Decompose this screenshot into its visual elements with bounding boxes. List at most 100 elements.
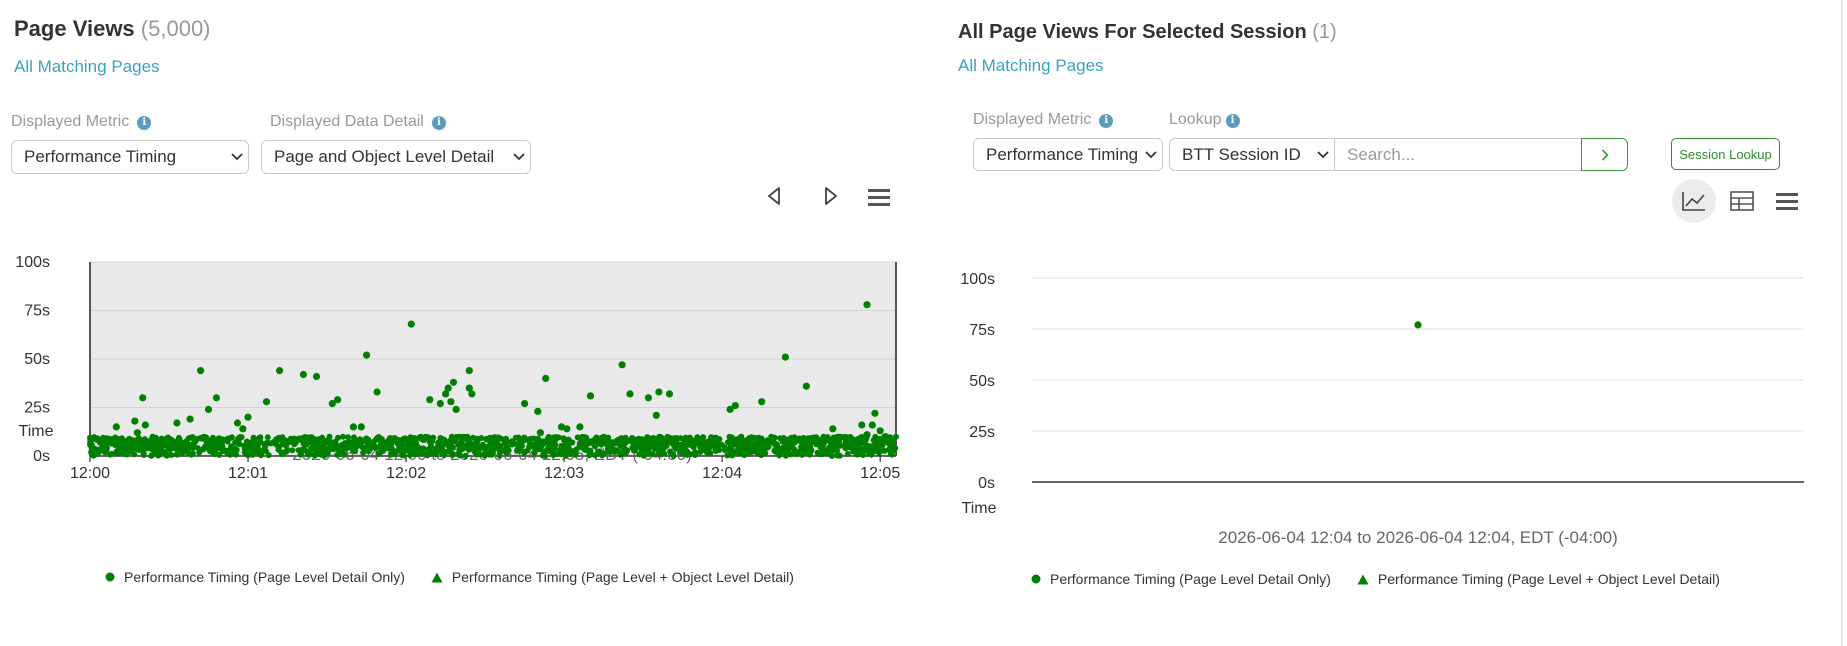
info-icon[interactable]: i — [137, 116, 152, 130]
hamburger-menu-icon[interactable] — [1774, 189, 1800, 213]
left-data-point — [876, 427, 884, 435]
left-dense-point — [213, 445, 220, 452]
left-dense-point — [893, 433, 899, 440]
left-dense-point — [771, 447, 778, 454]
left-dense-point — [595, 450, 602, 457]
left-dense-point — [531, 449, 538, 456]
left-dense-point — [391, 451, 398, 457]
right-legend-page-only[interactable]: Performance Timing (Page Level Detail On… — [1050, 571, 1331, 587]
left-dense-point — [712, 447, 719, 453]
left-dense-point — [282, 437, 289, 444]
triangle-left-icon[interactable] — [763, 183, 785, 209]
left-dense-point — [219, 443, 226, 450]
left-dense-point — [586, 452, 593, 459]
left-dense-point — [540, 448, 547, 455]
left-dense-point — [410, 435, 417, 442]
left-dense-point — [352, 448, 359, 455]
left-data-point — [652, 411, 660, 419]
hamburger-menu-icon[interactable] — [866, 185, 892, 209]
left-dense-point — [841, 433, 848, 440]
left-dense-point — [468, 440, 475, 447]
left-dense-point — [312, 440, 319, 447]
right-displayed-metric-label-text: Displayed Metric — [973, 111, 1092, 128]
left-y-tick-label: 25s — [24, 400, 50, 417]
left-y-tick-labels: 0s 25s 50s 75s 100s — [15, 254, 50, 465]
search-go-button[interactable] — [1581, 138, 1628, 171]
left-dense-point — [312, 436, 319, 443]
left-dense-point — [754, 435, 761, 442]
left-all-matching-pages-link[interactable]: All Matching Pages — [14, 57, 160, 76]
right-lookup-type-select[interactable]: BTT Session ID — [1169, 138, 1335, 171]
left-data-point — [449, 378, 458, 386]
left-dense-point — [90, 436, 96, 443]
left-dense-point — [813, 441, 820, 448]
left-dense-point — [749, 442, 756, 448]
left-dense-point — [125, 436, 132, 443]
left-dense-point — [850, 438, 857, 445]
left-dense-point — [858, 439, 865, 446]
left-dense-point — [726, 439, 733, 446]
left-dense-point — [209, 442, 216, 449]
left-legend-page-only[interactable]: Performance Timing (Page Level Detail On… — [124, 569, 405, 585]
left-dense-point — [88, 445, 95, 452]
left-dense-point — [496, 452, 503, 459]
left-dense-point — [637, 445, 644, 452]
left-data-point — [468, 390, 476, 398]
left-y-tick-label: 0s — [33, 448, 50, 465]
info-icon[interactable]: i — [1099, 114, 1114, 128]
scrollbar-track[interactable] — [1841, 0, 1843, 646]
left-dense-point — [811, 436, 818, 443]
left-displayed-metric-select[interactable]: Performance Timing — [11, 140, 249, 174]
left-data-point — [442, 390, 450, 398]
left-dense-point — [361, 448, 368, 454]
left-dense-point — [673, 445, 680, 452]
session-lookup-button[interactable]: Session Lookup — [1671, 138, 1780, 170]
left-dense-point — [235, 435, 242, 442]
left-dense-point — [498, 435, 505, 442]
left-dense-point — [654, 438, 660, 445]
left-data-point — [131, 417, 139, 425]
line-chart-icon[interactable] — [1672, 179, 1716, 223]
left-dense-point — [765, 443, 772, 450]
right-search-input[interactable]: Search... — [1335, 138, 1582, 171]
left-data-point — [536, 429, 545, 437]
info-icon[interactable]: i — [1225, 114, 1240, 128]
left-dense-point — [277, 436, 283, 443]
left-dense-point — [321, 448, 328, 455]
left-dense-point — [681, 436, 688, 443]
left-dense-point — [599, 434, 606, 441]
left-dense-point — [826, 444, 833, 451]
left-displayed-data-detail-select[interactable]: Page and Object Level Detail — [261, 140, 531, 174]
left-dense-point — [711, 440, 718, 447]
left-dense-point — [801, 439, 808, 446]
right-title-text: All Page Views For Selected Session — [958, 21, 1307, 43]
left-data-point — [665, 390, 674, 398]
left-dense-band — [87, 433, 899, 459]
left-dense-point — [867, 443, 874, 450]
left-dense-point — [449, 452, 456, 458]
info-icon[interactable]: i — [431, 116, 446, 130]
left-dense-point — [424, 452, 431, 459]
triangle-right-icon[interactable] — [820, 183, 842, 209]
left-dense-point — [162, 442, 169, 449]
left-dense-point — [462, 452, 469, 459]
left-dense-point — [474, 437, 481, 444]
right-lookup-label: Lookup i — [1169, 111, 1240, 129]
left-dense-point — [830, 434, 837, 441]
left-dense-point — [269, 439, 276, 446]
left-data-point — [212, 394, 220, 402]
left-dense-point — [526, 436, 533, 443]
right-displayed-metric-select[interactable]: Performance Timing — [973, 138, 1163, 171]
left-dense-point — [612, 447, 619, 454]
left-x-tick-labels: 12:00 12:01 12:02 12:03 12:04 12:05 — [70, 456, 900, 482]
right-y-tick-labels: 0s 25s 50s 75s 100s — [960, 271, 995, 492]
left-dense-point — [448, 433, 455, 440]
left-data-point — [731, 402, 739, 410]
left-data-point — [373, 388, 381, 396]
right-legend-page-object[interactable]: Performance Timing (Page Level + Object … — [1377, 571, 1720, 587]
right-all-matching-pages-link[interactable]: All Matching Pages — [958, 56, 1104, 75]
left-dense-point — [453, 434, 460, 440]
left-dense-point — [399, 447, 406, 454]
table-icon[interactable] — [1728, 188, 1756, 214]
left-legend-page-object[interactable]: Performance Timing (Page Level + Object … — [451, 569, 794, 585]
